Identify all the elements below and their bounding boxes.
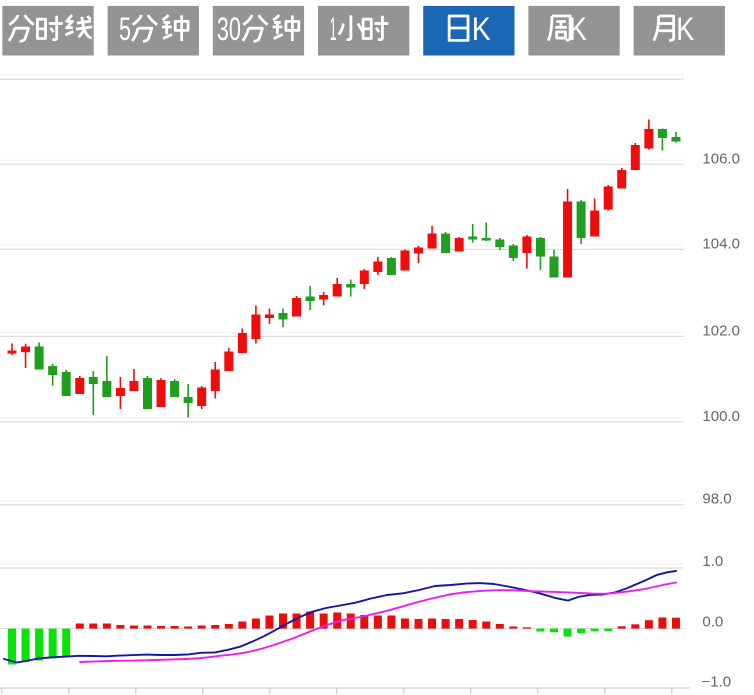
svg-text:102.0: 102.0 (702, 322, 740, 339)
svg-text:K: K (569, 11, 587, 47)
svg-text:106.0: 106.0 (702, 150, 740, 167)
svg-text:K: K (472, 11, 491, 47)
svg-text:K: K (676, 11, 694, 47)
svg-text:0.0: 0.0 (702, 613, 723, 630)
svg-text:98.0: 98.0 (702, 491, 731, 508)
svg-text:104.0: 104.0 (702, 235, 740, 252)
svg-text:−1.0: −1.0 (702, 673, 732, 690)
svg-text:100.0: 100.0 (702, 408, 740, 425)
svg-text:5: 5 (119, 11, 131, 47)
svg-text:30: 30 (217, 11, 241, 47)
svg-text:1: 1 (330, 11, 337, 47)
svg-text:1.0: 1.0 (702, 553, 723, 570)
